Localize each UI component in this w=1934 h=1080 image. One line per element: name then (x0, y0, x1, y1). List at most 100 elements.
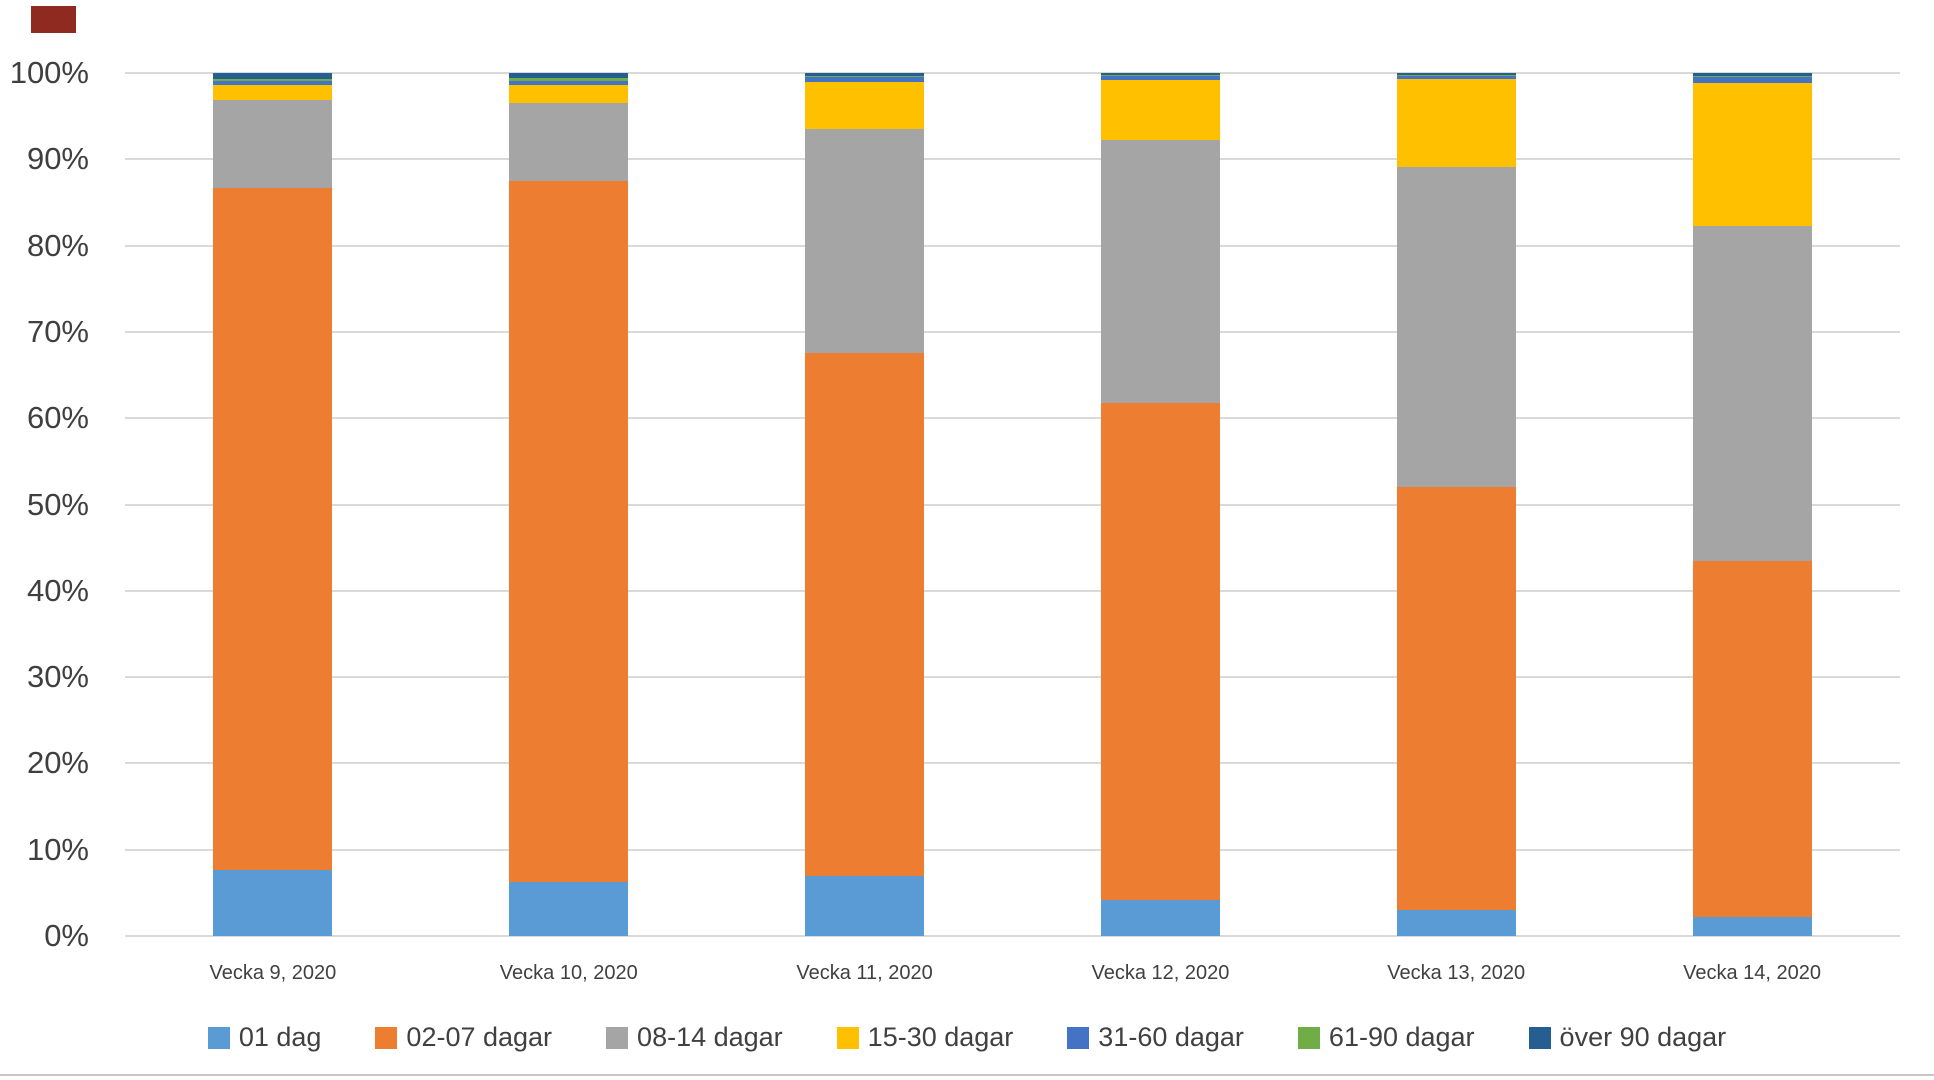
bar-segment-02-07-dagar (509, 180, 629, 882)
bar-segment-ver-90-dagar (1396, 73, 1516, 75)
bar-slot-vecka-10-2020 (421, 73, 717, 936)
y-gridline-70 (125, 330, 1900, 333)
legend-item-02-07-dagar: 02-07 dagar (375, 1022, 552, 1053)
legend-label-ver-90-dagar: över 90 dagar (1559, 1022, 1727, 1052)
bar-segment-15-30-dagar (1100, 79, 1220, 141)
y-axis-label-70: 70% (26, 313, 89, 349)
bar-slot-vecka-14-2020 (1604, 73, 1900, 936)
bar-segment-08-14-dagar (1100, 140, 1220, 403)
bar-segment-02-07-dagar (1692, 561, 1812, 918)
y-axis-label-50: 50% (26, 486, 89, 522)
y-gridline-60 (125, 417, 1900, 420)
bar-segment-31-60-dagar (805, 77, 925, 82)
bar-segment-08-14-dagar (213, 99, 333, 188)
bar-segment-61-90-dagar (509, 78, 629, 81)
bar-slot-vecka-12-2020 (1012, 73, 1308, 936)
bar-segment-ver-90-dagar (1692, 73, 1812, 76)
bar-segment-15-30-dagar (509, 85, 629, 104)
bar-segment-31-60-dagar (509, 80, 629, 86)
plot-area: 0% 10% 20% 30% 40% 50% 60% 70% 80% 90% 100% (10, 55, 1900, 953)
bar-segment-61-90-dagar (213, 79, 333, 81)
bar-segment-15-30-dagar (1692, 82, 1812, 226)
x-axis-label-vecka-13-2020: Vecka 13, 2020 (1387, 962, 1526, 984)
legend-swatch-ver-90-dagar (1528, 1026, 1551, 1049)
bar-vecka-11-2020 (805, 73, 925, 936)
x-axis-label-vecka-9-2020: Vecka 9, 2020 (209, 962, 337, 984)
legend-label-31-60-dagar: 31-60 dagar (1098, 1022, 1244, 1052)
legend-swatch-15-30-dagar (836, 1026, 859, 1049)
bar-segment-61-90-dagar (1100, 74, 1220, 76)
y-gridline-100 (125, 72, 1900, 74)
x-axis-labels: Vecka 9, 2020 Vecka 10, 2020 Vecka 11, 202… (125, 962, 1900, 985)
bar-vecka-10-2020 (509, 73, 629, 936)
bar-segment-15-30-dagar (805, 81, 925, 130)
y-gridline-10 (125, 848, 1900, 851)
y-gridline-90 (125, 158, 1900, 161)
bar-segment-31-60-dagar (213, 80, 333, 86)
bar-segment-08-14-dagar (1396, 167, 1516, 488)
legend-item-15-30-dagar: 15-30 dagar (836, 1022, 1014, 1053)
x-axis-label-vecka-12-2020: Vecka 12, 2020 (1091, 962, 1230, 984)
bar-segment-15-30-dagar (213, 85, 333, 100)
y-axis-label-60: 60% (26, 400, 89, 436)
bar-segment-08-14-dagar (1692, 225, 1812, 562)
bar-segment-31-60-dagar (1100, 75, 1220, 80)
y-gridline-40 (125, 589, 1900, 592)
legend-label-01-dag: 01 dag (238, 1022, 322, 1052)
y-gridline-20 (125, 762, 1900, 765)
legend-swatch-08-14-dagar (606, 1026, 629, 1049)
y-axis-label-30: 30% (26, 659, 89, 695)
y-axis-label-90: 90% (26, 141, 89, 177)
bar-segment-01-dag (805, 875, 925, 936)
bar-segment-31-60-dagar (1396, 75, 1516, 80)
bar-segment-01-dag (509, 881, 629, 936)
bar-vecka-9-2020 (213, 73, 333, 936)
y-axis-label-20: 20% (26, 745, 89, 781)
bar-segment-61-90-dagar (805, 76, 925, 78)
legend-swatch-02-07-dagar (375, 1026, 398, 1049)
bar-segment-02-07-dagar (1100, 402, 1220, 900)
bar-segment-ver-90-dagar (213, 73, 333, 80)
legend-item-61-90-dagar: 61-90 dagar (1297, 1022, 1475, 1053)
y-gridline-50 (125, 503, 1900, 506)
legend-label-15-30-dagar: 15-30 dagar (867, 1022, 1014, 1052)
y-gridline-30 (125, 676, 1900, 679)
bar-segment-08-14-dagar (509, 103, 629, 181)
bar-segment-01-dag (213, 869, 333, 936)
y-axis-label-40: 40% (26, 572, 89, 608)
bar-segment-02-07-dagar (213, 187, 333, 870)
bar-vecka-13-2020 (1396, 73, 1516, 936)
bar-slot-vecka-13-2020 (1308, 73, 1604, 936)
legend-item-08-14-dagar: 08-14 dagar (606, 1022, 783, 1053)
y-axis-label-0: 0% (44, 918, 89, 953)
bottom-rule (0, 1074, 1934, 1076)
bar-slot-vecka-11-2020 (717, 73, 1013, 936)
bar-segment-61-90-dagar (1396, 74, 1516, 76)
bar-segment-15-30-dagar (1396, 79, 1516, 168)
bar-segment-01-dag (1692, 917, 1812, 936)
x-axis-label-vecka-11-2020: Vecka 11, 2020 (796, 962, 933, 984)
bar-segment-ver-90-dagar (805, 73, 925, 77)
bar-slot-vecka-9-2020 (125, 73, 421, 936)
y-gridline-0 (125, 935, 1900, 937)
legend: 01 dag 02-07 dagar 08-14 dagar 15-30 dagar 3… (0, 1022, 1934, 1053)
bar-segment-01-dag (1100, 899, 1220, 936)
bar-segment-02-07-dagar (805, 352, 925, 876)
bar-segment-ver-90-dagar (1100, 73, 1220, 75)
bar-segment-ver-90-dagar (509, 73, 629, 79)
legend-label-02-07-dagar: 02-07 dagar (406, 1022, 553, 1052)
legend-swatch-31-60-dagar (1067, 1026, 1090, 1049)
corner-marker (31, 6, 76, 33)
bar-segment-01-dag (1396, 910, 1516, 936)
bar-segment-08-14-dagar (805, 129, 925, 353)
y-gridline-80 (125, 244, 1900, 247)
x-axis-label-vecka-10-2020: Vecka 10, 2020 (499, 962, 638, 984)
y-axis-label-10: 10% (26, 831, 89, 867)
bars-layer (125, 73, 1900, 936)
bar-segment-31-60-dagar (1692, 77, 1812, 83)
y-axis-label-80: 80% (26, 227, 89, 263)
legend-swatch-01-dag (207, 1026, 230, 1049)
bar-segment-61-90-dagar (1692, 75, 1812, 78)
legend-label-61-90-dagar: 61-90 dagar (1328, 1022, 1475, 1052)
